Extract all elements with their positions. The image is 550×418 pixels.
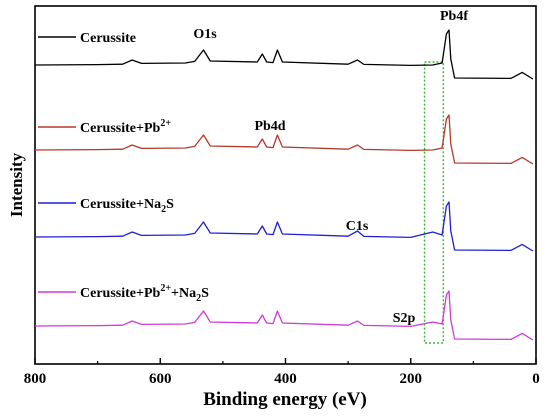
x-axis-title: Binding energy (eV) <box>203 389 367 410</box>
series-line <box>34 114 534 165</box>
y-axis-title: Intensity <box>7 152 26 217</box>
legend-label: Cerussite+Pb2++Na2S <box>80 283 209 304</box>
x-tick-label: 800 <box>24 371 47 387</box>
peak-label: Pb4d <box>254 119 285 134</box>
series-line <box>34 290 534 341</box>
legend-label: Cerussite+Na2S <box>80 197 174 215</box>
x-tick-label: 600 <box>149 371 172 387</box>
peak-label: S2p <box>393 311 416 326</box>
highlight-band <box>423 61 445 344</box>
peak-label: Pb4f <box>440 9 468 24</box>
legend-layer: Cerussite Cerussite+Pb2+ Cerussite+Na2S Cer… <box>38 31 209 304</box>
series-line <box>34 29 534 80</box>
x-tick-label: 200 <box>400 371 423 387</box>
series-line <box>34 201 534 252</box>
peak-label: O1s <box>193 27 217 42</box>
x-ticks: 800 600 400 200 0 <box>24 358 540 387</box>
series-layer <box>34 29 534 344</box>
x-tick-label: 400 <box>274 371 297 387</box>
legend-label: Cerussite+Pb2+ <box>80 118 171 136</box>
plot-area <box>34 5 537 365</box>
legend-label: Cerussite <box>80 31 136 46</box>
peak-labels: O1s Pb4d C1s S2p Pb4f <box>193 9 468 326</box>
x-tick-label: 0 <box>532 371 540 387</box>
peak-label: C1s <box>346 219 369 234</box>
